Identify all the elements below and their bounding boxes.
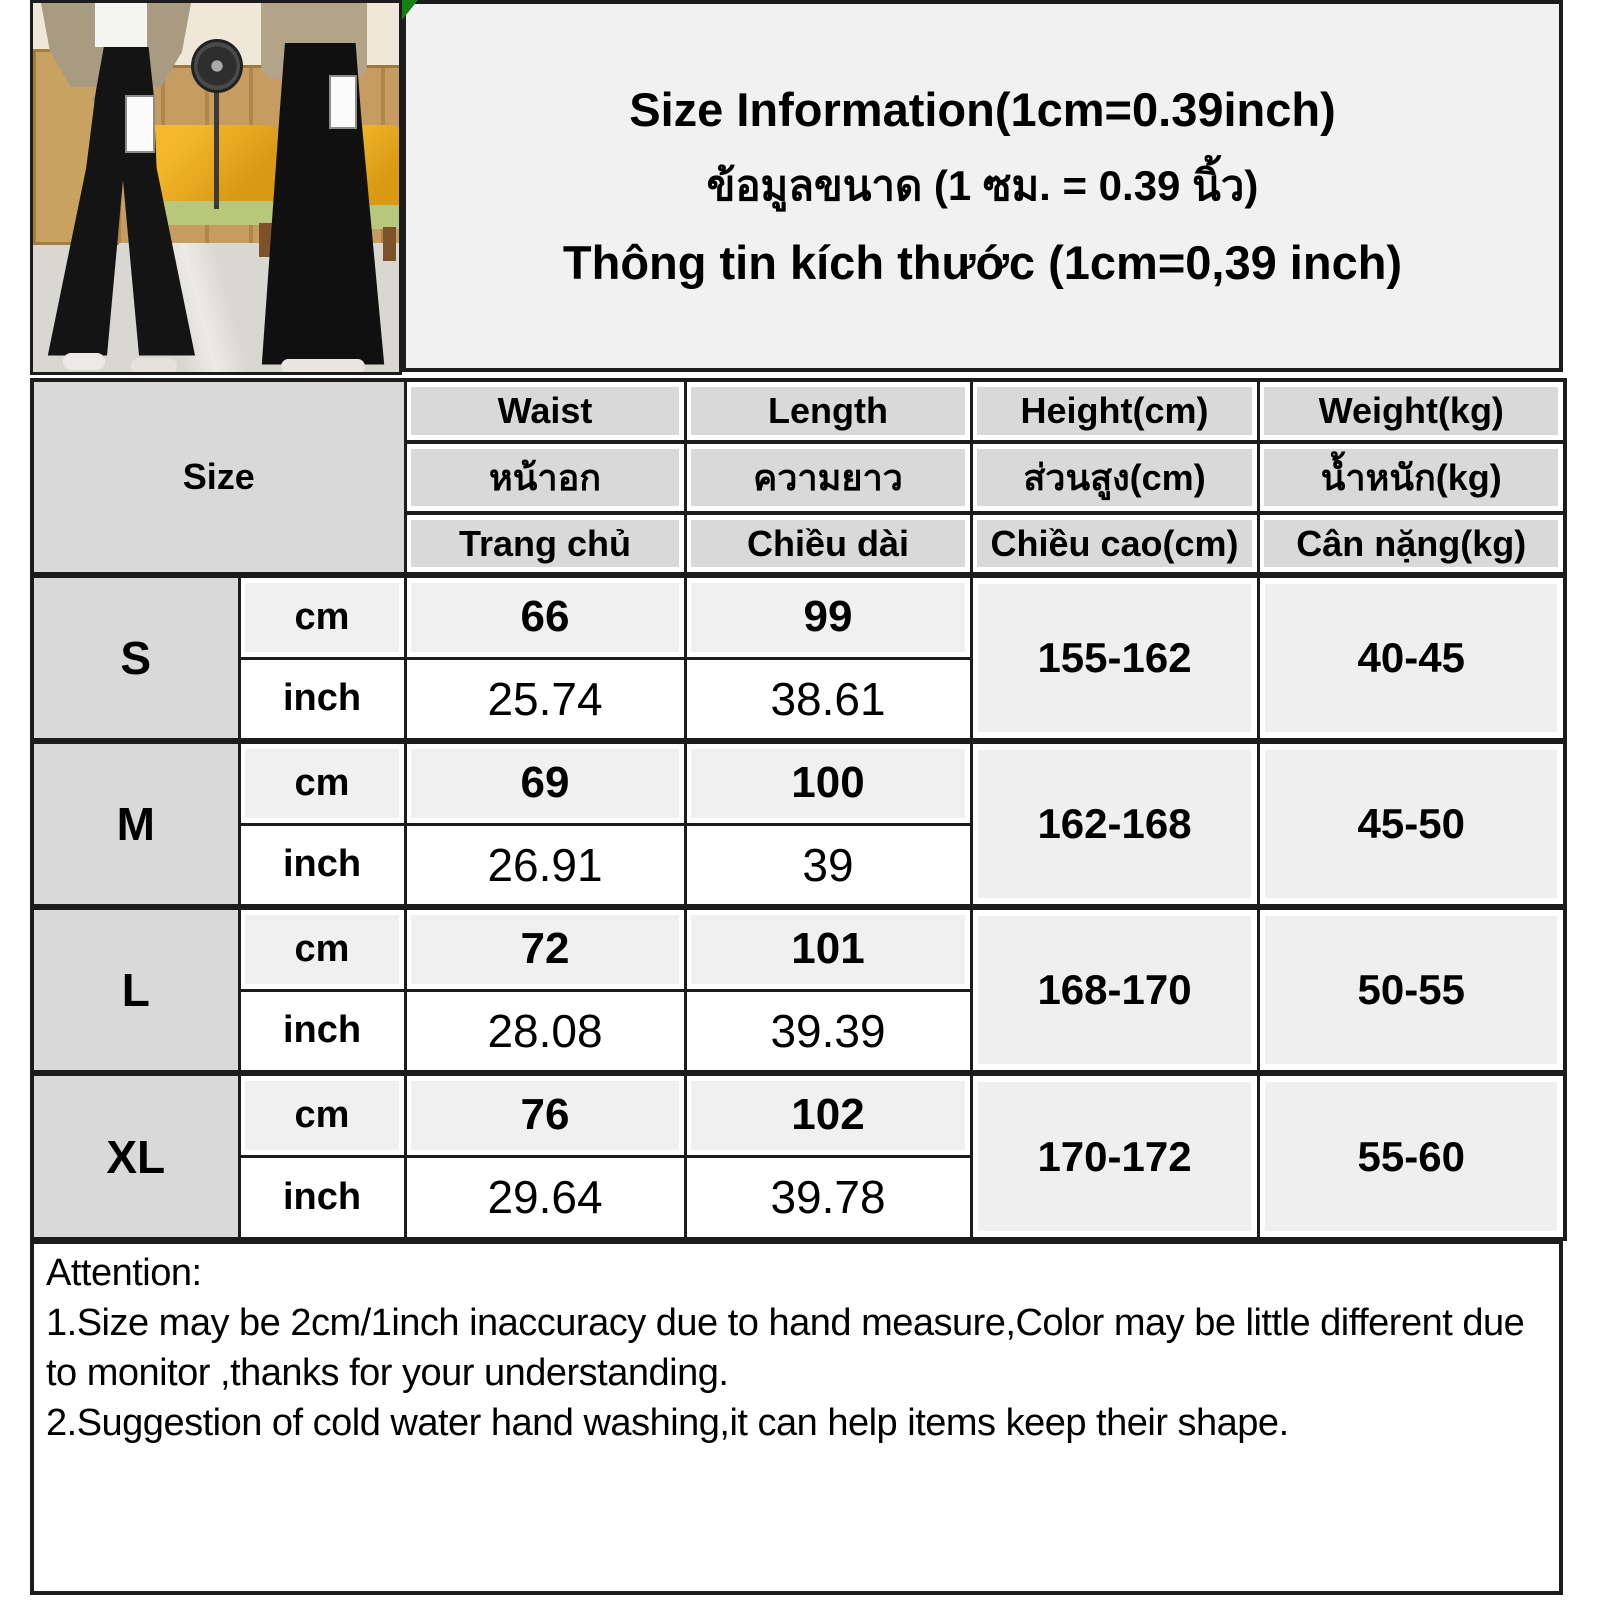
- size-column-header: Size: [30, 378, 407, 577]
- table-row: S cm 66 99 155-162 40-45: [30, 572, 1567, 743]
- l-height: 168-170: [969, 904, 1260, 1075]
- unit-cm: cm: [237, 1070, 407, 1158]
- table-row: XL cm 76 102 170-172 55-60: [30, 1070, 1567, 1241]
- product-photo: [30, 0, 402, 375]
- l-length-inch: 39.39: [683, 988, 973, 1075]
- title-thai: ข้อมูลขนาด (1 ซม. = 0.39 นิ้ว): [706, 162, 1259, 209]
- m-length-inch: 39: [683, 822, 973, 909]
- header-row-english: Size Waist Length Height(cm) Weight(kg): [30, 378, 1567, 577]
- photo-model-front-shoe: [63, 353, 105, 370]
- m-weight: 45-50: [1256, 738, 1567, 909]
- col-header-height-en: Height(cm): [969, 378, 1260, 444]
- table-row: inch 26.91 39: [32, 822, 1565, 909]
- l-length-cm: 101: [683, 904, 973, 992]
- s-height: 155-162: [969, 572, 1260, 743]
- l-weight: 50-55: [1256, 904, 1567, 1075]
- attention-box: Attention: 1.Size may be 2cm/1inch inacc…: [30, 1240, 1563, 1595]
- attention-heading: Attention:: [46, 1252, 202, 1294]
- m-waist-inch: 26.91: [403, 822, 687, 909]
- title-box: Size Information(1cm=0.39inch) ข้อมูลขนา…: [402, 0, 1563, 372]
- title-english: Size Information(1cm=0.39inch): [629, 83, 1336, 136]
- xl-length-cm: 102: [683, 1070, 973, 1158]
- table-row: M cm 69 100 162-168 45-50: [30, 738, 1567, 909]
- size-label-l: L: [30, 904, 241, 1075]
- photo-bed-leg: [259, 223, 272, 257]
- m-length-cm: 100: [683, 738, 973, 826]
- photo-model-back-shoes: [281, 359, 365, 372]
- l-waist-cm: 72: [403, 904, 687, 992]
- table-row: inch 29.64 39.78: [32, 1154, 1565, 1241]
- s-waist-cm: 66: [403, 572, 687, 660]
- s-weight: 40-45: [1256, 572, 1567, 743]
- size-label-s: S: [30, 572, 241, 743]
- photo-fan: [191, 39, 243, 93]
- col-header-height-vi: Chiều cao(cm): [969, 511, 1260, 577]
- photo-price-tag-back: [329, 75, 357, 129]
- header-row-vietnamese: Trang chủ Chiều dài Chiều cao(cm) Cân nặ…: [32, 511, 1567, 577]
- s-length-inch: 38.61: [683, 656, 973, 743]
- col-header-waist-vi: Trang chủ: [403, 511, 687, 577]
- unit-cm: cm: [237, 572, 407, 660]
- xl-weight: 55-60: [1256, 1070, 1567, 1241]
- col-header-height-th: ส่วนสูง(cm): [969, 440, 1260, 515]
- photo-bed-leg: [383, 227, 396, 261]
- table-row: inch 25.74 38.61: [32, 656, 1565, 743]
- table-row: inch 28.08 39.39: [32, 988, 1565, 1075]
- col-header-length-en: Length: [683, 378, 973, 444]
- xl-length-inch: 39.78: [683, 1154, 973, 1241]
- xl-waist-inch: 29.64: [403, 1154, 687, 1241]
- unit-inch: inch: [237, 822, 407, 909]
- col-header-weight-th: น้ำหนัก(kg): [1256, 440, 1567, 515]
- col-header-length-th: ความยาว: [683, 440, 973, 515]
- l-waist-inch: 28.08: [403, 988, 687, 1075]
- unit-inch: inch: [237, 1154, 407, 1241]
- photo-price-tag-front: [125, 95, 155, 153]
- title-vietnamese: Thông tin kích thước (1cm=0,39 inch): [562, 236, 1403, 289]
- unit-inch: inch: [237, 656, 407, 743]
- photo-model-front-shoe: [131, 358, 177, 372]
- col-header-weight-en: Weight(kg): [1256, 378, 1567, 444]
- green-corner-marker: [402, 0, 418, 20]
- m-waist-cm: 69: [403, 738, 687, 826]
- s-length-cm: 99: [683, 572, 973, 660]
- photo-fan-pole: [214, 91, 219, 209]
- unit-inch: inch: [237, 988, 407, 1075]
- attention-note-1: 1.Size may be 2cm/1inch inaccuracy due t…: [46, 1302, 1525, 1395]
- size-label-m: M: [30, 738, 241, 909]
- header-row-thai: หน้าอก ความยาว ส่วนสูง(cm) น้ำหนัก(kg): [32, 440, 1567, 515]
- attention-note-2: 2.Suggestion of cold water hand washing,…: [46, 1402, 1289, 1445]
- size-label-xl: XL: [30, 1070, 241, 1241]
- col-header-waist-en: Waist: [403, 378, 687, 444]
- xl-height: 170-172: [969, 1070, 1260, 1241]
- col-header-waist-th: หน้าอก: [403, 440, 687, 515]
- col-header-length-vi: Chiều dài: [683, 511, 973, 577]
- s-waist-inch: 25.74: [403, 656, 687, 743]
- m-height: 162-168: [969, 738, 1260, 909]
- xl-waist-cm: 76: [403, 1070, 687, 1158]
- photo-model-front-croptop: [95, 3, 147, 47]
- unit-cm: cm: [237, 738, 407, 826]
- table-row: L cm 72 101 168-170 50-55: [30, 904, 1567, 1075]
- col-header-weight-vi: Cân nặng(kg): [1256, 511, 1567, 577]
- size-table: Size Waist Length Height(cm) Weight(kg) …: [30, 378, 1568, 1241]
- unit-cm: cm: [237, 904, 407, 992]
